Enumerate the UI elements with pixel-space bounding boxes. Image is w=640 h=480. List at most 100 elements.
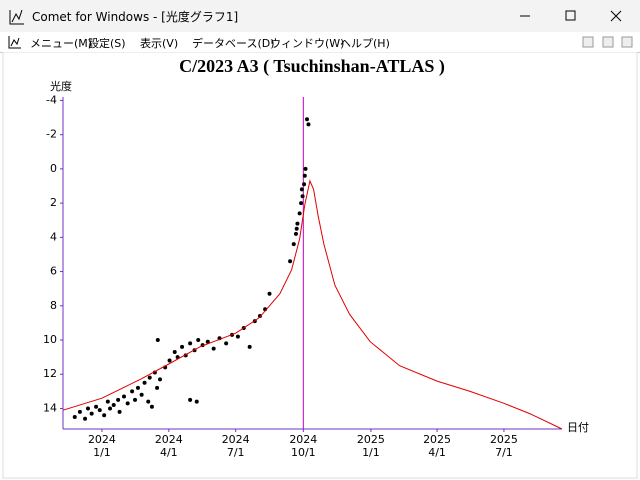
y-tick-label: 0 <box>50 162 57 175</box>
observation <box>306 122 311 127</box>
observation <box>116 397 121 402</box>
menu-item[interactable]: 設定(S) <box>88 37 126 50</box>
x-tick-label: 7/1 <box>227 446 245 459</box>
menu-item[interactable]: ウィンドウ(W) <box>270 37 345 50</box>
observation <box>72 415 77 420</box>
observation <box>147 375 152 380</box>
y-tick-label: -2 <box>46 128 57 141</box>
observation <box>304 117 309 122</box>
window-title: Comet for Windows - [光度グラフ1] <box>32 10 239 24</box>
x-tick-year: 2024 <box>289 433 317 446</box>
observation <box>288 259 293 264</box>
x-tick-year: 2025 <box>490 433 518 446</box>
observation <box>89 411 94 416</box>
menu-icons <box>8 36 633 49</box>
x-tick-year: 2024 <box>88 433 116 446</box>
observation <box>102 413 107 418</box>
menu-item[interactable]: データベース(D) <box>192 37 275 50</box>
x-tick-label: 1/1 <box>93 446 111 459</box>
observation <box>155 385 160 390</box>
observation <box>300 194 305 199</box>
menu-item[interactable]: メニュー(M) <box>30 37 93 50</box>
y-tick-label: 12 <box>43 367 57 380</box>
menu-bar: メニュー(M) 設定(S) 表示(V) データベース(D) ウィンドウ(W) ヘルプ(H) <box>0 32 640 53</box>
y-tick-label: 8 <box>50 299 57 312</box>
observation <box>125 401 130 406</box>
close-button[interactable] <box>610 10 622 22</box>
observation <box>121 394 126 399</box>
observation <box>291 242 296 247</box>
observation <box>149 404 154 409</box>
observation <box>133 397 138 402</box>
observation <box>302 182 307 187</box>
observation <box>299 187 304 192</box>
observation <box>142 380 147 385</box>
observation <box>111 403 116 408</box>
observation <box>139 392 144 397</box>
doc-restore[interactable] <box>602 36 614 48</box>
observation <box>172 349 177 354</box>
observation <box>247 344 252 349</box>
observation <box>94 404 99 409</box>
y-tick-label: 14 <box>43 401 57 414</box>
observation <box>146 399 151 404</box>
observation <box>205 339 210 344</box>
y-tick-label: 10 <box>43 333 57 346</box>
observation <box>302 173 307 178</box>
observation <box>108 406 113 411</box>
menu-item[interactable]: 表示(V) <box>140 37 179 50</box>
app-icon <box>9 9 24 25</box>
observation <box>158 377 163 382</box>
observation <box>293 231 298 236</box>
title-bar: Comet for Windows - [光度グラフ1] <box>0 0 640 32</box>
observation <box>77 409 82 414</box>
x-tick-year: 2025 <box>357 433 385 446</box>
observation <box>135 385 140 390</box>
y-tick-label: -4 <box>46 93 57 106</box>
observation <box>83 416 88 421</box>
observation <box>235 334 240 339</box>
observation <box>297 211 302 216</box>
observation <box>194 399 199 404</box>
doc-icon <box>8 36 21 49</box>
observation <box>224 341 229 346</box>
observation <box>85 406 90 411</box>
observation <box>211 346 216 351</box>
observation <box>188 397 193 402</box>
x-axis-label: 日付 <box>567 421 589 434</box>
observation <box>117 409 122 414</box>
title-icons <box>9 9 622 25</box>
observation <box>130 389 135 394</box>
x-tick-year: 2024 <box>155 433 183 446</box>
observation <box>155 338 160 343</box>
observation <box>303 166 308 171</box>
observation <box>188 341 193 346</box>
observation <box>105 399 110 404</box>
menu-item[interactable]: ヘルプ(H) <box>340 37 390 50</box>
observation <box>294 226 299 231</box>
y-tick-label: 4 <box>50 230 57 243</box>
observation <box>267 291 272 296</box>
doc-close[interactable] <box>621 36 633 48</box>
y-tick-label: 6 <box>50 265 57 278</box>
chart-title: C/2023 A3 ( Tsuchinshan-ATLAS ) <box>179 56 445 77</box>
x-tick-year: 2024 <box>222 433 250 446</box>
observation <box>299 201 304 206</box>
x-tick-label: 10/1 <box>291 446 316 459</box>
chart-frame <box>2 52 638 479</box>
observation <box>97 408 102 413</box>
prediction-line <box>62 179 563 430</box>
x-tick-year: 2025 <box>423 433 451 446</box>
y-axis-label: 光度 <box>50 79 72 93</box>
observation <box>196 338 201 343</box>
maximize-button[interactable] <box>565 10 576 21</box>
doc-minimize[interactable] <box>582 36 594 48</box>
chart: C/2023 A3 ( Tsuchinshan-ATLAS ) 光度 日付 -4… <box>2 52 638 479</box>
observation <box>295 221 300 226</box>
x-tick-label: 4/1 <box>428 446 446 459</box>
x-tick-label: 7/1 <box>495 446 513 459</box>
y-tick-label: 2 <box>50 196 57 209</box>
observation <box>167 358 172 363</box>
x-tick-label: 4/1 <box>160 446 178 459</box>
